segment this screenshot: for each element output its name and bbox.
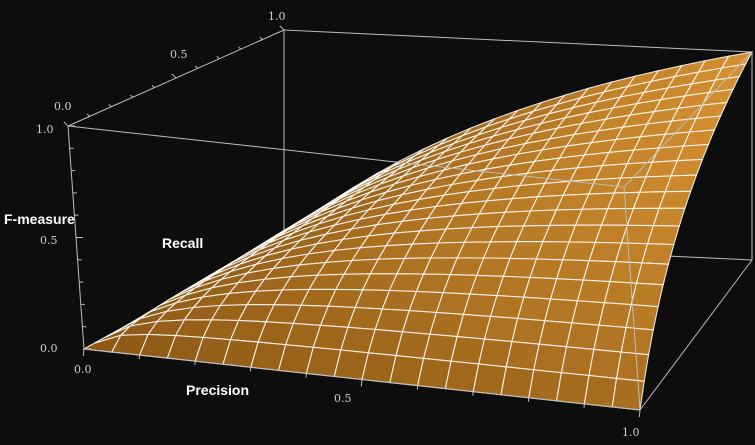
x-tick-2: 1.0 (622, 426, 640, 439)
bounding-box-front (67, 51, 753, 411)
y-axis-label: Recall (162, 235, 203, 251)
surface-patch (588, 348, 622, 380)
y-tick-mark (194, 65, 198, 69)
z-tick-2: 1.0 (36, 123, 54, 136)
x-tick-mark (82, 348, 85, 357)
surface-patch (593, 324, 627, 353)
surface-patch (528, 369, 563, 402)
y-tick-mark (108, 104, 112, 108)
surface-patch (565, 322, 600, 350)
y-tick-mark (238, 46, 242, 50)
box-edge (67, 125, 625, 188)
z-tick-0: 0.0 (40, 342, 58, 355)
box-edge (283, 29, 753, 53)
y-tick-mark (216, 56, 220, 60)
axis-ticks (63, 25, 641, 418)
surface-patch (635, 262, 670, 286)
z-tick-1: 0.5 (40, 234, 58, 247)
y-tick-2: 1.0 (268, 10, 286, 23)
surface-patch (646, 225, 681, 246)
y-tick-1: 0.5 (170, 48, 188, 61)
x-tick-1: 0.5 (334, 392, 352, 405)
surface-patch (583, 374, 618, 408)
z-axis-label: F-measure (4, 211, 75, 227)
surface-patch (630, 282, 664, 308)
surface-patch (615, 351, 650, 382)
x-tick-mark (638, 409, 641, 418)
box-edge (639, 259, 753, 411)
y-tick-mark (259, 36, 263, 40)
surface-patch (500, 366, 535, 399)
surface-patch (620, 326, 654, 356)
x-tick-mark (360, 379, 363, 387)
surface-mesh (82, 51, 754, 411)
y-tick-0: 0.0 (54, 100, 72, 113)
x-axis-label: Precision (186, 382, 249, 398)
y-tick-mark (171, 73, 177, 79)
y-tick-mark (130, 94, 134, 98)
surface-patch (641, 243, 675, 265)
box-edge (623, 186, 641, 411)
surface-patch (652, 207, 686, 227)
surface-patch (555, 372, 590, 405)
y-tick-mark (63, 121, 69, 127)
surface-patch (560, 346, 595, 377)
surface-patch (625, 304, 659, 331)
surface-patch (658, 190, 692, 209)
surface-patch (533, 343, 568, 374)
y-tick-mark (279, 25, 285, 31)
box-edge (623, 51, 753, 188)
y-tick-mark (86, 113, 90, 117)
x-tick-0: 0.0 (74, 363, 92, 376)
y-tick-mark (151, 84, 155, 88)
